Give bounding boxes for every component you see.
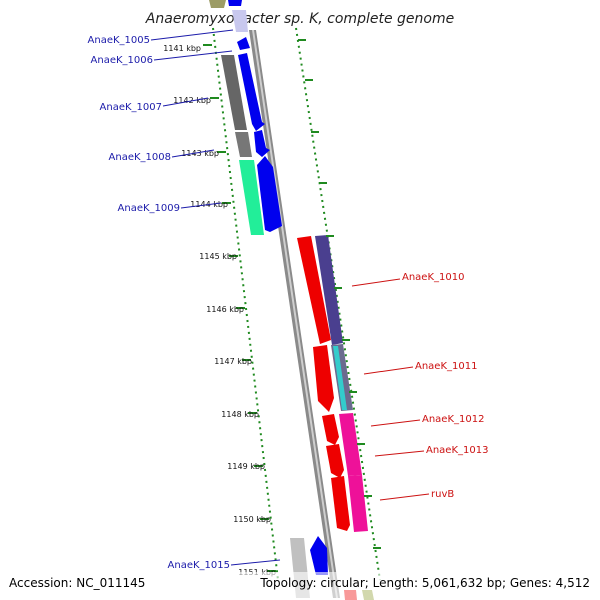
label-anaek-1006[interactable]: AnaeK_1006 (91, 55, 153, 66)
tick-label-1143: 1143 kbp (181, 149, 219, 158)
anaek-1012-arrow (322, 414, 339, 445)
footer-backdrop (0, 572, 600, 600)
right-gene-labels: AnaeK_1010 AnaeK_1011 AnaeK_1012 AnaeK_1… (351, 272, 488, 501)
anaek-1009-feature (239, 160, 264, 235)
ruvb-pink-feature (348, 475, 368, 532)
label-anaek-1012[interactable]: AnaeK_1012 (422, 414, 484, 425)
label-anaek-1005[interactable]: AnaeK_1005 (88, 35, 150, 46)
leader-anaek-1005 (150, 29, 234, 41)
anaek-1013-arrow (326, 444, 344, 478)
label-anaek-1010[interactable]: AnaeK_1010 (402, 272, 464, 283)
label-anaek-1008[interactable]: AnaeK_1008 (109, 152, 171, 163)
leader-anaek-1009 (180, 202, 222, 209)
label-ruvb[interactable]: ruvB (431, 489, 454, 500)
tick-label-1148: 1148 kbp (221, 410, 259, 419)
tick-label-1145: 1145 kbp (199, 252, 237, 261)
label-anaek-1011[interactable]: AnaeK_1011 (415, 361, 477, 372)
label-anaek-1015[interactable]: AnaeK_1015 (168, 560, 230, 571)
tick-label-1146: 1146 kbp (206, 305, 244, 314)
leader-anaek-1011 (363, 366, 414, 375)
leader-anaek-1013 (374, 450, 425, 457)
inner-strand-features (221, 55, 357, 600)
leader-ruvb (379, 493, 430, 501)
anaek-1010-arrow (297, 236, 331, 344)
map-title: Anaeromyxobacter sp. K, complete genome (145, 11, 454, 27)
forward-strand-features (237, 37, 328, 575)
leader-anaek-1006 (153, 50, 233, 61)
ruvb-arrow (331, 476, 350, 531)
inner-ticks (203, 44, 276, 572)
anaek-1008-arrow (254, 130, 270, 157)
anaek-1015-arrow (310, 536, 328, 575)
label-anaek-1007[interactable]: AnaeK_1007 (100, 102, 162, 113)
leader-anaek-1008 (171, 149, 215, 158)
anaek-1013-pink-feature (339, 413, 362, 476)
gray-feature-2 (235, 132, 252, 157)
anaek-1009-arrow (257, 156, 282, 232)
anaek-1005-feature (232, 10, 248, 32)
tick-label-1150: 1150 kbp (233, 515, 271, 524)
tick-label-1147: 1147 kbp (214, 357, 252, 366)
top-blue-feature (228, 0, 242, 6)
inner-dotted-ring (212, 27, 279, 581)
anaek-1011-teal-feature (333, 346, 347, 410)
label-anaek-1013[interactable]: AnaeK_1013 (426, 445, 488, 456)
leader-anaek-1010 (351, 278, 401, 287)
anaek-1006-arrow (237, 37, 250, 50)
outer-strand-features (315, 235, 374, 600)
gray-feature-1 (221, 55, 247, 130)
leader-anaek-1012 (370, 419, 421, 427)
accession-text: Accession: NC_011145 (9, 576, 145, 590)
outer-ticks (298, 39, 381, 549)
leader-anaek-1007 (162, 97, 209, 107)
left-gene-labels: AnaeK_1005 AnaeK_1006 AnaeK_1007 AnaeK_1… (88, 29, 281, 571)
summary-text: Topology: circular; Length: 5,061,632 bp… (259, 576, 590, 590)
anaek-1010-cog-feature (315, 235, 343, 345)
anaek-1007-arrow (238, 53, 265, 131)
leader-anaek-1015 (230, 559, 281, 566)
tick-label-1149: 1149 kbp (227, 462, 265, 471)
tick-label-1141: 1141 kbp (163, 44, 201, 53)
reverse-strand-features (297, 236, 350, 531)
label-anaek-1009[interactable]: AnaeK_1009 (118, 203, 180, 214)
top-olive-feature (209, 0, 226, 8)
anaek-1011-arrow (313, 345, 334, 412)
